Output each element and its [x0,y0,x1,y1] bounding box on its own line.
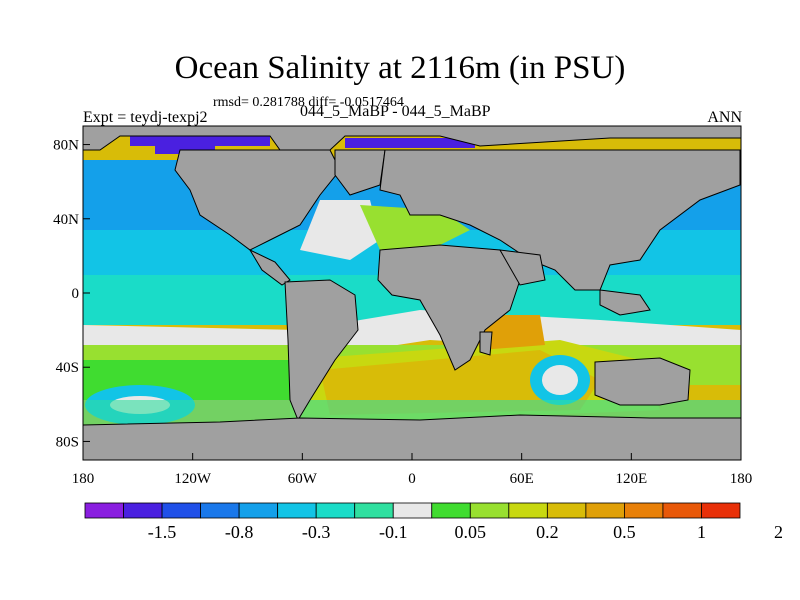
colorbar-swatch [84,502,124,519]
colorbar: -1.5 -0.8 -0.3 -0.1 0.05 0.2 0.5 1 2 [84,502,783,542]
colorbar-label: -0.3 [302,522,331,542]
colorbar-swatch [315,502,356,519]
map-title: Ocean Salinity at 2116m (in PSU) [174,50,626,86]
colorbar-swatch [624,502,664,519]
colorbar-swatch [161,502,201,519]
colorbar-swatch [508,502,548,519]
period-label: 044_5_MaBP - 044_5_MaBP [300,103,491,120]
colorbar-swatch [238,502,279,519]
colorbar-swatch [200,502,240,519]
map-field [83,126,741,460]
colorbar-label: 0.2 [536,522,559,542]
lon-tick-label: 180 [730,471,753,487]
colorbar-swatch [123,502,163,519]
latitude-ticks: 80N 40N 0 40S 80S [53,138,90,450]
lon-tick-label: 60W [288,471,318,487]
lat-tick-label: 80N [53,138,79,154]
colorbar-label: -0.8 [225,522,254,542]
colorbar-label: 0.5 [613,522,636,542]
colorbar-label: 0.05 [455,522,487,542]
lat-tick-label: 80S [56,434,79,450]
lat-tick-label: 0 [72,286,80,302]
experiment-label: Expt = teydj-texpj2 [83,109,208,126]
colorbar-swatch [585,502,625,519]
lat-tick-label: 40N [53,212,79,228]
colorbar-label: 2 [774,522,783,542]
colorbar-swatch [469,502,510,519]
land-masses [83,126,741,460]
stats-subtitle: rmsd= 0.281788 diff= -0.0517464 [213,95,404,110]
colorbar-label: -1.5 [148,522,177,542]
colorbar-swatch [662,502,702,519]
colorbar-swatch [701,502,741,519]
colorbar-label: -0.1 [379,522,408,542]
longitude-ticks: 180 120W 60W 0 60E 120E 180 [72,453,753,487]
colorbar-swatch [546,502,587,519]
colorbar-swatch [354,502,394,519]
colorbar-swatch [431,502,471,519]
lon-tick-label: 60E [510,471,534,487]
lon-tick-label: 120W [174,471,212,487]
colorbar-swatch [277,502,317,519]
lon-tick-label: 180 [72,471,95,487]
lon-tick-label: 0 [408,471,416,487]
colorbar-label: 1 [697,522,706,542]
lat-tick-label: 40S [56,360,79,376]
colorbar-swatch [392,502,433,519]
lon-tick-label: 120E [615,471,647,487]
season-label: ANN [707,109,742,126]
